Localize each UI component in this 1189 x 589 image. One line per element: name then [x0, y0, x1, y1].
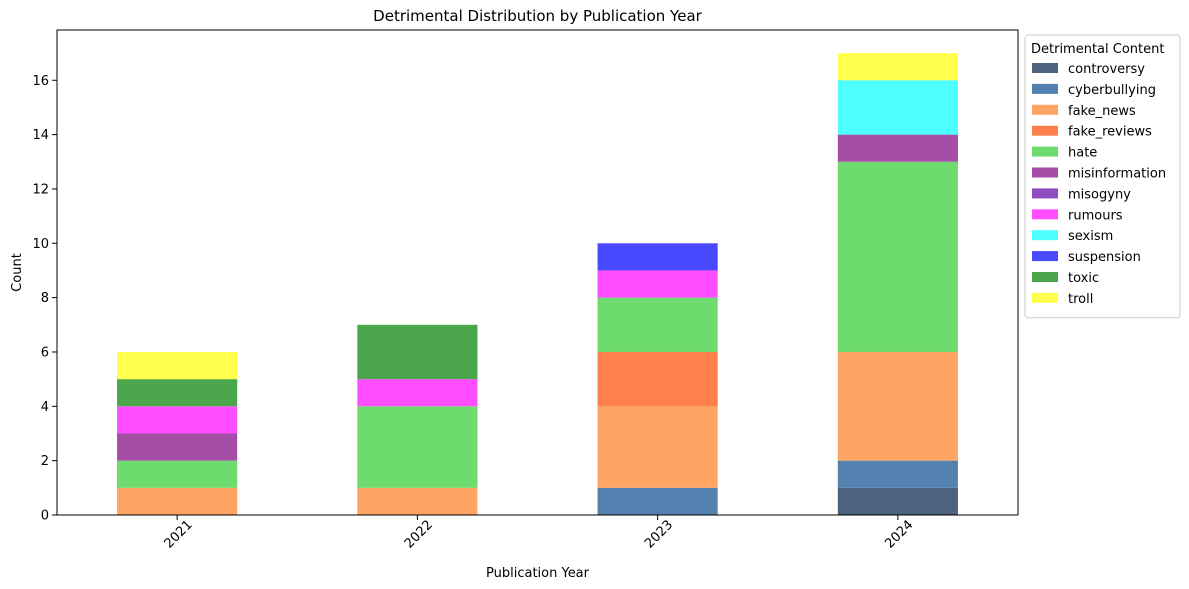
x-axis-label: Publication Year	[486, 566, 590, 581]
bar-segment-troll-2021	[117, 351, 238, 380]
legend-swatch-misinformation	[1032, 167, 1058, 178]
legend-title: Detrimental Content	[1031, 42, 1164, 57]
legend-swatch-cyberbullying	[1032, 83, 1058, 94]
legend-swatch-troll	[1032, 292, 1058, 303]
bar-segment-fake_reviews-2023	[597, 351, 718, 407]
legend-frame	[1024, 34, 1181, 319]
x-tick-label: 2024	[882, 518, 916, 552]
legend-swatch-toxic	[1032, 272, 1058, 282]
legend: Detrimental Content controversy cyberbull…	[1024, 34, 1181, 319]
y-tick-label: 14	[32, 128, 49, 143]
bar-segment-suspension-2023	[597, 243, 718, 271]
bar-segment-rumours-2021	[117, 406, 238, 434]
bar-segment-misinformation-2021	[117, 433, 238, 461]
bar-segment-hate-2022	[357, 406, 478, 488]
legend-swatch-misogyny	[1032, 188, 1058, 199]
legend-label-controversy: controversy	[1068, 62, 1145, 77]
y-tick-label: 16	[32, 74, 49, 89]
legend-swatch-suspension	[1032, 251, 1058, 262]
bar-segment-hate-2024	[837, 161, 958, 352]
legend-label-fake_news: fake_news	[1068, 104, 1136, 119]
y-tick-label: 6	[41, 345, 49, 360]
bar-segment-rumours-2022	[357, 379, 478, 407]
y-axis: 0 2 4 6 8 10 12 14 16	[32, 74, 57, 524]
bar-segment-fake_news-2023	[597, 406, 718, 488]
x-tick-label: 2023	[642, 518, 676, 552]
bar-segment-hate-2021	[117, 460, 238, 488]
bar-segment-controversy-2024	[837, 487, 958, 515]
legend-label-misinformation: misinformation	[1068, 167, 1166, 182]
y-tick-label: 12	[32, 182, 49, 197]
bar-segment-troll-2024	[837, 53, 958, 81]
y-tick-label: 0	[41, 509, 49, 524]
bar-segment-cyberbullying-2024	[837, 460, 958, 488]
x-axis: 2021 2022 2023 2024	[162, 515, 916, 552]
bar-segment-fake_news-2021	[117, 487, 238, 515]
legend-swatch-hate	[1032, 146, 1058, 157]
x-tick-label: 2022	[402, 518, 436, 552]
legend-label-misogyny: misogyny	[1068, 187, 1131, 202]
bar-segment-rumours-2023	[597, 270, 718, 298]
legend-label-cyberbullying: cyberbullying	[1068, 83, 1156, 98]
legend-swatch-rumours	[1032, 209, 1058, 220]
legend-label-sexism: sexism	[1068, 229, 1113, 244]
legend-label-troll: troll	[1068, 292, 1093, 307]
bar-segment-hate-2023	[597, 297, 718, 352]
legend-label-fake_reviews: fake_reviews	[1068, 125, 1152, 140]
x-tick-label: 2021	[162, 518, 196, 552]
y-axis-label: Count	[10, 253, 25, 292]
chart-title: Detrimental Distribution by Publication …	[373, 7, 702, 25]
bars	[117, 53, 958, 515]
legend-swatch-controversy	[1032, 63, 1058, 73]
legend-swatch-fake_reviews	[1032, 125, 1058, 136]
y-tick-label: 8	[41, 291, 49, 306]
bar-segment-toxic-2021	[117, 379, 238, 407]
legend-label-toxic: toxic	[1068, 271, 1099, 286]
y-tick-label: 4	[41, 400, 49, 415]
legend-label-hate: hate	[1068, 146, 1097, 161]
legend-swatch-sexism	[1032, 230, 1058, 241]
y-tick-label: 2	[41, 454, 49, 469]
bar-segment-fake_news-2022	[357, 487, 478, 515]
bar-segment-fake_news-2024	[837, 351, 958, 461]
bar-segment-sexism-2024	[837, 80, 958, 135]
y-tick-label: 10	[32, 237, 49, 252]
legend-swatch-fake_news	[1032, 104, 1058, 115]
bar-segment-cyberbullying-2023	[597, 487, 718, 515]
bar-segment-misinformation-2024	[837, 134, 958, 162]
bar-segment-toxic-2022	[357, 324, 478, 380]
legend-items: controversy cyberbullying fake_news fake_re…	[1032, 62, 1166, 307]
plot-area-frame	[56, 29, 1019, 516]
legend-label-rumours: rumours	[1068, 208, 1123, 223]
legend-label-suspension: suspension	[1068, 250, 1141, 265]
